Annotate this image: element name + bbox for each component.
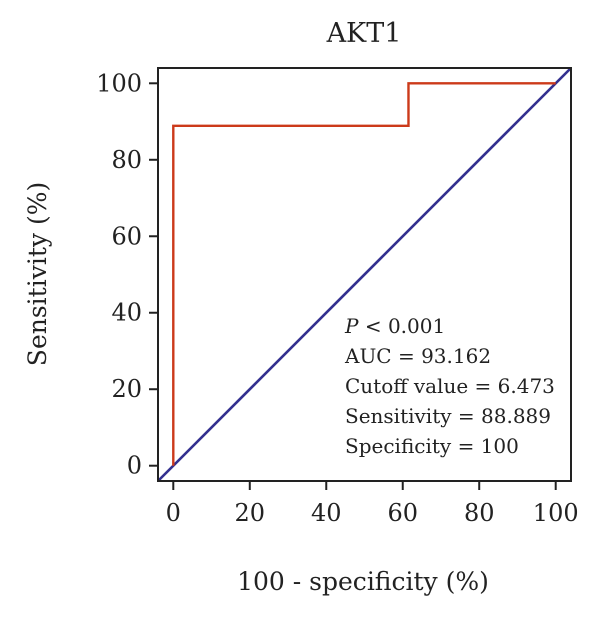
x-tick-label: 40 bbox=[311, 499, 342, 527]
auc-label: AUC = 93.162 bbox=[344, 344, 491, 368]
p-value-label: P < 0.001 bbox=[344, 314, 445, 338]
cutoff-label: Cutoff value = 6.473 bbox=[345, 374, 555, 398]
x-tick-label: 80 bbox=[464, 499, 495, 527]
p-value-text: < 0.001 bbox=[358, 314, 445, 338]
x-axis: 0 20 40 60 80 100 bbox=[166, 481, 579, 527]
y-axis: 0 20 40 60 80 100 bbox=[96, 69, 158, 480]
y-tick-label: 0 bbox=[127, 452, 142, 480]
x-tick-label: 0 bbox=[166, 499, 181, 527]
x-tick-label: 100 bbox=[533, 499, 579, 527]
y-tick-label: 40 bbox=[111, 299, 142, 327]
plot-frame bbox=[157, 67, 572, 482]
reference-diagonal-line bbox=[157, 67, 572, 482]
x-tick-label: 60 bbox=[387, 499, 418, 527]
p-symbol: P bbox=[344, 314, 359, 338]
x-tick-label: 20 bbox=[235, 499, 266, 527]
y-axis-title: Sensitivity (%) bbox=[23, 182, 52, 366]
y-tick-label: 100 bbox=[96, 69, 142, 97]
chart-title: AKT1 bbox=[326, 18, 402, 49]
sensitivity-label: Sensitivity = 88.889 bbox=[345, 404, 551, 428]
roc-curve-line bbox=[172, 82, 556, 466]
y-tick-label: 60 bbox=[111, 222, 142, 250]
y-tick-label: 20 bbox=[111, 375, 142, 403]
x-axis-title: 100 - specificity (%) bbox=[237, 567, 489, 596]
y-tick-label: 80 bbox=[111, 146, 142, 174]
specificity-label: Specificity = 100 bbox=[345, 434, 519, 458]
